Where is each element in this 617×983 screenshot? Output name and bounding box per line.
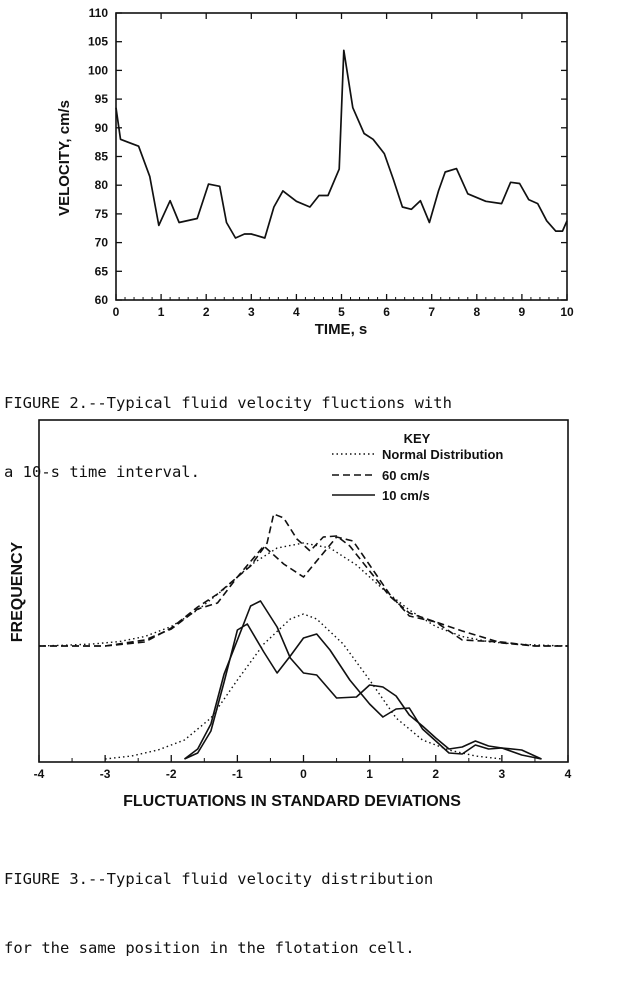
fig2-ticks: 0 1 2 3 4 5 6 7 8 9 10 60 65 70 75 80 85 90 95 100 105 110 [88, 6, 574, 319]
fig2-x-tick-label: 1 [158, 305, 165, 319]
figure-2-caption: FIGURE 2.--Typical fluid velocity flucti… [4, 346, 452, 507]
legend-title: KEY [404, 431, 431, 446]
fig2-x-tick-label: 10 [560, 305, 574, 319]
fig2-y-axis-title: VELOCITY, cm/s [56, 100, 73, 216]
fig3-legend: KEY Normal Distribution 60 cm/s 10 cm/s [332, 431, 503, 503]
fig3-series-dashed-upper-b [39, 536, 568, 647]
figure-3-caption-line-1: FIGURE 3.--Typical fluid velocity distri… [4, 870, 434, 888]
fig2-y-tick-label: 85 [95, 150, 109, 164]
fig2-y-tick-label: 95 [95, 92, 109, 106]
fig2-y-tick-label: 70 [95, 236, 109, 250]
fig2-x-tick-label: 9 [519, 305, 526, 319]
fig2-series [115, 49, 568, 239]
fig3-axes [38, 419, 569, 763]
fig2-x-tick-label: 4 [293, 305, 300, 319]
fig3-ticks: -4 -3 -2 -1 0 1 2 3 4 [34, 755, 572, 781]
fig2-y-tick-label: 100 [88, 63, 108, 77]
fig2-y-tick-label: 80 [95, 178, 109, 192]
fig3-x-tick-label: -2 [166, 767, 177, 781]
fig3-series-dotted-lower [105, 613, 502, 760]
legend-label-normal: Normal Distribution [382, 447, 503, 462]
fig2-y-tick-label: 105 [88, 35, 108, 49]
figure-3-caption-line-2: for the same position in the flotation c… [4, 939, 415, 957]
figure-2-caption-line-2: a 10-s time interval. [4, 463, 200, 481]
fig3-series-solid-lower-b [184, 623, 542, 760]
velocity-time-chart: 0 1 2 3 4 5 6 7 8 9 10 60 65 70 75 80 85 90 95 100 105 110 TI… [56, 6, 574, 338]
fig2-y-tick-label: 60 [95, 293, 109, 307]
fig3-x-tick-label: -1 [232, 767, 243, 781]
fig3-plot-frame [38, 419, 569, 763]
fig2-velocity-series-line [115, 49, 568, 239]
fig2-x-tick-label: 6 [383, 305, 390, 319]
fig2-x-tick-label: 0 [113, 305, 120, 319]
fig2-y-tick-label: 65 [95, 264, 109, 278]
fig2-x-tick-label: 3 [248, 305, 255, 319]
fig2-y-tick-label: 90 [95, 121, 109, 135]
fig2-x-axis-title: TIME, s [315, 321, 368, 338]
figure-3-caption: FIGURE 3.--Typical fluid velocity distri… [4, 822, 433, 983]
fig2-x-tick-label: 8 [473, 305, 480, 319]
fig2-x-tick-label: 7 [428, 305, 435, 319]
fig3-x-tick-label: -4 [34, 767, 45, 781]
fig3-x-tick-label: 3 [499, 767, 506, 781]
fig3-x-tick-label: 2 [432, 767, 439, 781]
velocity-distribution-chart: -4 -3 -2 -1 0 1 2 3 4 KEY Normal Distribution 60… [9, 419, 572, 810]
fig2-x-tick-label: 2 [203, 305, 210, 319]
fig3-x-tick-label: 4 [565, 767, 572, 781]
fig3-x-tick-label: -3 [100, 767, 111, 781]
legend-label-10: 10 cm/s [382, 488, 430, 503]
fig3-series-dotted-upper [38, 542, 569, 647]
figure-2-caption-line-1: FIGURE 2.--Typical fluid velocity flucti… [4, 394, 452, 412]
fig3-series-solid-lower-a [184, 600, 542, 760]
legend-label-60: 60 cm/s [382, 468, 430, 483]
fig2-y-tick-label: 110 [89, 6, 109, 20]
fig2-y-tick-label: 75 [95, 207, 109, 221]
fig3-x-tick-label: 0 [300, 767, 307, 781]
fig2-x-tick-label: 5 [338, 305, 345, 319]
fig3-y-axis-title: FREQUENCY [9, 541, 26, 642]
fig3-x-axis-title: FLUCTUATIONS IN STANDARD DEVIATIONS [123, 793, 461, 810]
fig3-series-dashed-upper-a [39, 513, 568, 647]
fig3-x-tick-label: 1 [366, 767, 373, 781]
fig3-series [38, 513, 569, 760]
